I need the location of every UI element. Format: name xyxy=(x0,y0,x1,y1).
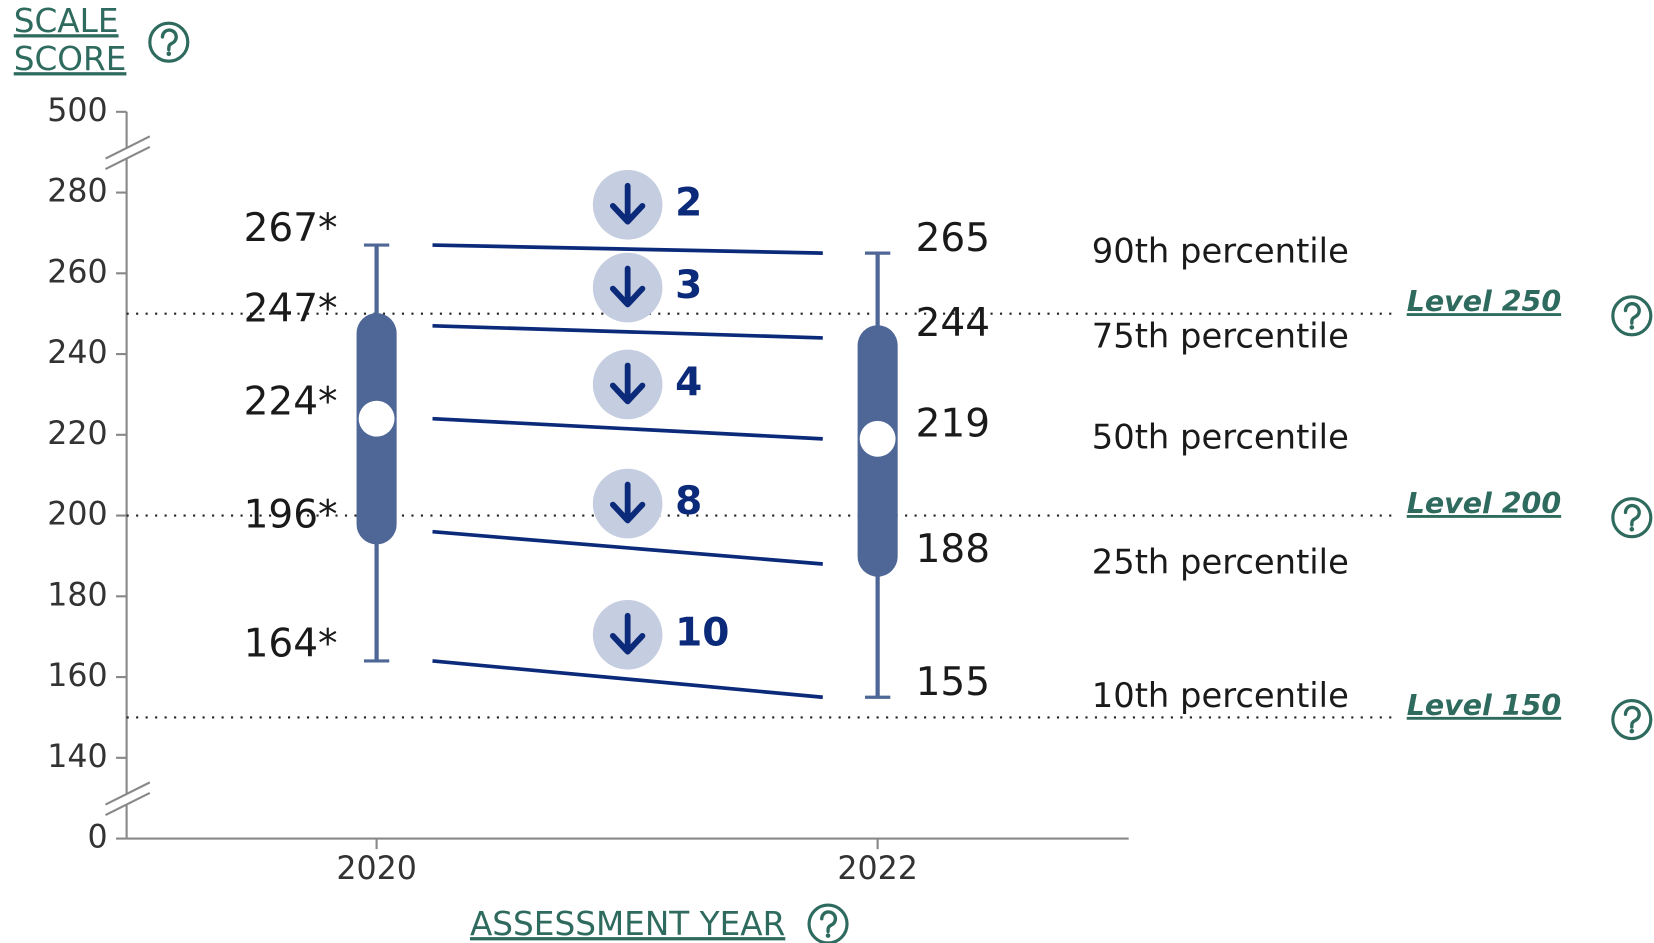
help-circle xyxy=(148,21,190,63)
change-line xyxy=(432,416,823,441)
y-tick-label: 200 xyxy=(47,497,107,533)
change-value: 8 xyxy=(675,479,702,524)
y-tick-label: 220 xyxy=(47,416,107,452)
change-line xyxy=(432,323,823,340)
x-axis-label[interactable]: ASSESSMENT YEAR xyxy=(470,905,785,943)
y-tick-label: 240 xyxy=(47,335,107,371)
help-dot xyxy=(166,51,172,57)
reference-label[interactable]: Level 150 xyxy=(1407,689,1561,722)
help-glyph xyxy=(1623,301,1641,325)
percentile-label: 50th percentile xyxy=(1092,417,1349,456)
median xyxy=(358,400,395,437)
change-arrow xyxy=(609,362,646,405)
x-tick-label: 2022 xyxy=(837,851,917,887)
help-icon[interactable] xyxy=(807,903,849,943)
y-tick-label: 280 xyxy=(47,174,107,210)
axis-break xyxy=(105,781,151,806)
reference-label[interactable]: Level 200 xyxy=(1407,487,1561,520)
help-dot xyxy=(1629,526,1635,532)
reference-label[interactable]: Level 250 xyxy=(1407,285,1561,318)
value-label: 265 xyxy=(916,216,990,261)
help-glyph xyxy=(1623,503,1641,527)
help-dot xyxy=(825,933,831,938)
help-circle xyxy=(807,903,849,943)
help-glyph xyxy=(820,910,838,934)
change-arrow xyxy=(609,612,646,655)
help-icon[interactable] xyxy=(148,21,190,63)
value-label: 188 xyxy=(916,527,990,572)
change-line xyxy=(432,529,823,566)
value-label: 219 xyxy=(916,402,990,447)
value-label: 224* xyxy=(244,379,338,424)
percentile-label: 25th percentile xyxy=(1092,543,1349,582)
y-tick-label: 180 xyxy=(47,577,107,613)
y-axis-label[interactable]: SCALE SCORE xyxy=(14,2,127,78)
value-label: 247* xyxy=(244,287,338,332)
percentile-label: 10th percentile xyxy=(1092,676,1349,715)
help-circle xyxy=(1611,295,1653,337)
percentile-label: 90th percentile xyxy=(1092,232,1349,271)
change-line xyxy=(432,243,823,255)
help-icon[interactable] xyxy=(1611,497,1653,539)
y-tick-label: 0 xyxy=(87,820,107,856)
y-tick-label: 140 xyxy=(47,739,107,775)
value-label: 244 xyxy=(916,301,990,346)
help-circle xyxy=(1611,698,1653,741)
axis-break-gap xyxy=(105,137,148,170)
help-icon[interactable] xyxy=(1611,698,1653,741)
value-label: 196* xyxy=(244,492,338,537)
value-label: 155 xyxy=(916,660,990,705)
change-value: 2 xyxy=(675,180,702,225)
change-line xyxy=(432,659,823,700)
help-glyph xyxy=(160,28,178,52)
y-tick-label: 160 xyxy=(47,658,107,694)
x-tick-label: 2020 xyxy=(336,851,416,887)
value-label: 267* xyxy=(244,206,338,251)
axis-break xyxy=(105,135,151,160)
axis-break xyxy=(105,145,151,171)
median xyxy=(859,420,896,457)
y-tick-label: 500 xyxy=(47,93,107,129)
change-value: 4 xyxy=(675,360,702,405)
axis-break xyxy=(105,791,151,817)
value-label: 164* xyxy=(244,622,338,667)
help-dot xyxy=(1629,728,1635,734)
help-icon[interactable] xyxy=(1611,295,1653,337)
change-arrow xyxy=(609,265,646,308)
change-arrow xyxy=(609,481,646,524)
axis-break-gap xyxy=(105,783,148,816)
y-tick-label: 260 xyxy=(47,254,107,290)
change-value: 3 xyxy=(675,263,702,308)
change-value: 10 xyxy=(675,610,729,655)
change-arrow xyxy=(609,182,646,225)
percentile-label: 75th percentile xyxy=(1092,316,1349,355)
help-circle xyxy=(1611,497,1653,539)
help-dot xyxy=(1629,325,1635,330)
help-glyph xyxy=(1623,705,1641,729)
